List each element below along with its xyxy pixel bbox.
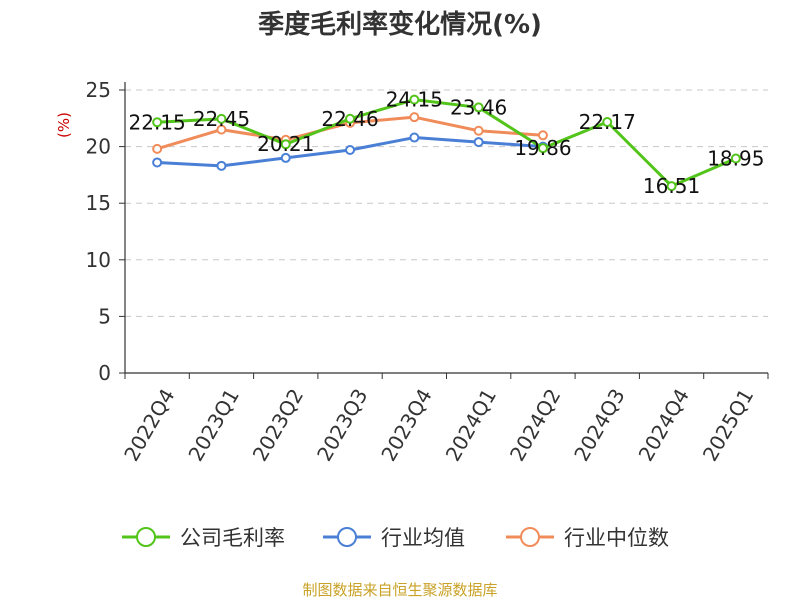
data-point [216,124,227,135]
data-point [602,117,613,128]
y-tick-label: 20 [86,135,111,159]
data-point [473,125,484,136]
data-point [473,102,484,113]
x-tick-label: 2023Q3 [312,385,372,466]
y-tick-label: 15 [86,191,111,215]
data-point [409,112,420,123]
data-label: 18.95 [707,146,764,170]
legend-marker [136,527,156,547]
series-lines [152,94,741,192]
data-point [216,113,227,124]
data-point [345,113,356,124]
data-label: 22.15 [129,110,186,134]
y-axis-unit-label: (%) [55,112,73,138]
data-point [152,157,163,168]
x-tick-label: 2024Q4 [634,385,694,466]
data-label: 22.46 [321,107,378,131]
data-label: 20.21 [257,132,314,156]
legend-marker [337,527,357,547]
y-tick-label: 10 [86,248,111,272]
data-label: 23.46 [450,95,507,119]
data-point [730,153,741,164]
legend-item-label: 行业均值 [381,526,465,550]
y-tick-label: 25 [86,78,111,102]
data-label: 24.15 [386,88,443,112]
y-tick-label: 0 [98,361,111,385]
x-tick-label: 2023Q4 [376,385,436,466]
x-tick-label: 2023Q1 [183,385,243,466]
data-point [280,139,291,150]
data-point [666,181,677,192]
x-tick-label: 2022Q4 [119,385,179,466]
data-label: 19.86 [514,136,571,160]
grid-lines [125,89,768,317]
x-tick-label: 2025Q1 [698,385,758,466]
x-tick-label: 2024Q2 [505,385,565,466]
data-point [537,143,548,154]
data-point [280,152,291,163]
legend-item-label: 行业中位数 [564,526,669,550]
y-tick-label: 5 [98,304,111,328]
legend-item-label: 公司毛利率 [180,526,285,550]
data-point [216,160,227,171]
series-line [157,98,737,188]
axes: 0 5 10 15 20 25 2022Q4 2023Q1 2023Q2 2023Q3 2023Q4… [86,78,769,466]
source-note: 制图数据来自恒生聚源数据库 [302,581,497,599]
data-label: 22.45 [193,107,250,131]
chart-title: 季度毛利率变化情况(%) [258,9,542,40]
data-point [409,94,420,105]
data-label: 16.51 [643,174,700,198]
data-label: 22.17 [579,110,636,134]
data-point [152,117,163,128]
data-point [409,132,420,143]
data-point [152,143,163,154]
legend-marker [520,527,540,547]
x-tick-label: 2024Q1 [441,385,501,466]
data-point [345,144,356,155]
x-tick-label: 2024Q3 [569,385,629,466]
legend: 公司毛利率 行业均值 行业中位数 [122,526,669,550]
data-point [537,130,548,141]
data-labels: 22.15 22.45 20.21 22.46 24.15 23.46 19.86 22.17… [129,88,765,198]
x-tick-label: 2023Q2 [248,385,308,466]
data-point [473,137,484,148]
